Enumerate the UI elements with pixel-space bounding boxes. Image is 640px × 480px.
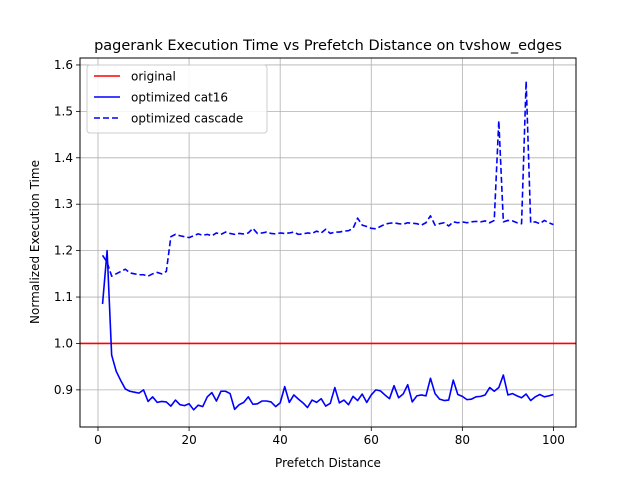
y-tick-label: 0.9 <box>54 383 73 397</box>
y-axis-label: Normalized Execution Time <box>28 160 42 324</box>
legend-label-optimized-cascade: optimized cascade <box>131 112 243 126</box>
x-tick-label: 0 <box>94 433 102 447</box>
x-axis: 0 20 40 60 80 100 <box>94 427 565 447</box>
y-tick-label: 1.5 <box>54 104 73 118</box>
legend: original optimized cat16 optimized casca… <box>86 64 268 134</box>
plot-frame <box>79 57 577 428</box>
x-tick-label: 40 <box>273 433 288 447</box>
x-tick-label: 100 <box>542 433 565 447</box>
y-tick-label: 1.3 <box>54 197 73 211</box>
series-line-optimized-cat16 <box>101 249 554 411</box>
y-tick-label: 1.6 <box>54 58 73 72</box>
x-tick-label: 80 <box>455 433 470 447</box>
x-axis-label: Prefetch Distance <box>275 456 381 470</box>
series-layer <box>80 80 576 411</box>
y-tick-label: 1.2 <box>54 244 73 258</box>
legend-label-original: original <box>131 70 176 84</box>
y-tick-label: 1.4 <box>54 151 73 165</box>
y-axis: 0.9 1.0 1.1 1.2 1.3 1.4 1.5 1.6 <box>54 58 80 397</box>
chart-title: pagerank Execution Time vs Prefetch Dist… <box>94 38 562 54</box>
y-tick-label: 1.0 <box>54 336 73 350</box>
legend-label-optimized-cat16: optimized cat16 <box>131 91 228 105</box>
y-tick-label: 1.1 <box>54 290 73 304</box>
x-tick-label: 60 <box>364 433 379 447</box>
x-tick-label: 20 <box>181 433 196 447</box>
legend-box <box>86 64 268 134</box>
